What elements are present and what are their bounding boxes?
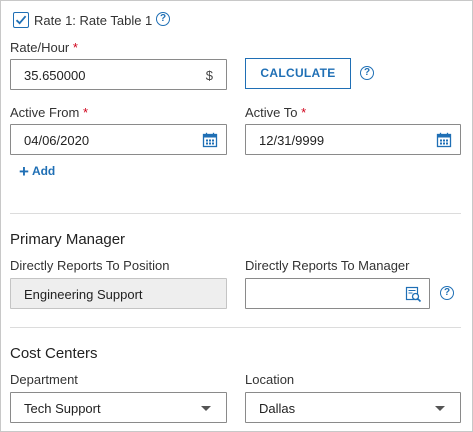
chevron-down-icon [435,406,445,411]
active-to-label-text: Active To [245,105,298,120]
required-mark: * [82,105,89,120]
manager-help-icon[interactable]: ? [440,286,454,300]
active-to-label: Active To * [245,105,306,120]
divider [10,327,461,328]
rate-hour-label: Rate/Hour * [10,40,78,55]
location-value: Dallas [259,401,296,416]
add-label: Add [31,164,56,178]
cost-centers-title: Cost Centers [10,345,98,362]
active-to-value: 12/31/9999 [259,133,325,148]
calendar-icon[interactable] [202,132,218,148]
rate-hour-label-text: Rate/Hour [10,40,70,55]
reports-to-manager-label: Directly Reports To Manager [245,258,410,273]
active-from-input[interactable]: 04/06/2020 [10,124,227,155]
required-mark: * [301,105,307,120]
lookup-icon[interactable] [405,286,422,303]
active-from-label-text: Active From [10,105,80,120]
rate-checkbox[interactable] [13,12,29,28]
active-from-label: Active From * [10,105,88,120]
rate-checkbox-label: Rate 1: Rate Table 1 [34,13,153,28]
department-select[interactable]: Tech Support [10,392,227,423]
rate-help-icon[interactable]: ? [156,12,170,26]
add-rate-link[interactable]: + Add [19,162,55,182]
active-to-input[interactable]: 12/31/9999 [245,124,461,155]
reports-to-position-field: Engineering Support [10,278,227,309]
location-select[interactable]: Dallas [245,392,461,423]
active-from-value: 04/06/2020 [24,133,90,148]
department-value: Tech Support [24,401,101,416]
rate-hour-input[interactable]: 35.650000 $ [10,59,227,90]
department-label: Department [10,372,78,387]
divider [10,213,461,214]
calendar-icon[interactable] [436,132,452,148]
reports-to-position-value: Engineering Support [24,287,143,302]
calculate-help-icon[interactable]: ? [360,66,374,80]
reports-to-position-label: Directly Reports To Position [10,258,170,273]
plus-icon: + [19,162,29,181]
location-label: Location [245,372,295,387]
required-mark: * [72,40,78,55]
primary-manager-title: Primary Manager [10,231,126,248]
currency-suffix: $ [205,68,213,83]
reports-to-manager-input[interactable] [245,278,430,309]
chevron-down-icon [201,406,211,411]
calculate-button[interactable]: CALCULATE [245,58,351,89]
rate-hour-value: 35.650000 [24,68,86,83]
checkmark-icon [15,15,27,25]
